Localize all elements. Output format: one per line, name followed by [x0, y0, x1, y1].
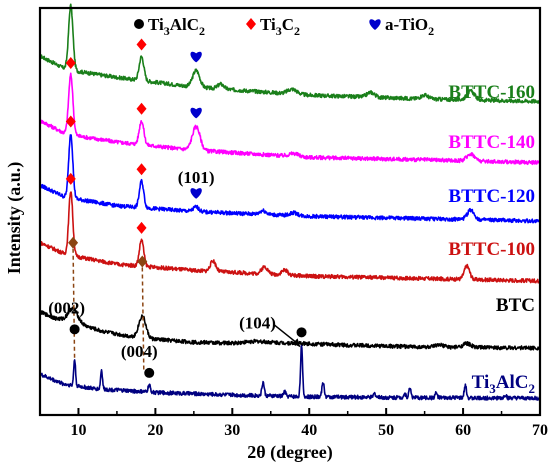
diamond-marker [65, 172, 76, 185]
dashed-guide-line [72, 248, 76, 359]
diamond-marker [136, 221, 147, 234]
diamond-marker [65, 57, 76, 70]
diamond-marker [68, 236, 79, 249]
series-label: BTTC-160 [448, 82, 535, 103]
annotation-layer: (002) (004) (104) (101) [48, 168, 301, 361]
axes: 10 20 30 40 50 60 70 [38, 6, 548, 439]
hkl-annotation: (004) [121, 342, 158, 361]
heart-marker [369, 19, 381, 30]
arrow-head [292, 338, 301, 348]
x-tick-label: 40 [301, 422, 317, 439]
series-label-layer: BTTC-160 BTTC-140 BTTC-120 BTTC-100 BTC Ti3Al… [448, 82, 535, 396]
marker-layer [65, 38, 307, 378]
series-label: Ti3AlC2 [472, 372, 535, 396]
circle-marker [144, 367, 155, 378]
x-tick-label: 30 [224, 422, 240, 439]
x-tick-label: 20 [147, 422, 163, 439]
series-line-bttc-100 [39, 191, 541, 284]
series-line-bttc-120 [39, 134, 541, 224]
x-tick-label: 50 [378, 422, 394, 439]
legend-label: a-TiO2 [385, 15, 434, 38]
hkl-annotation: (101) [178, 168, 215, 187]
series-line-bttc-140 [39, 72, 541, 166]
x-axis-title: 2θ (degree) [247, 442, 333, 463]
series-layer [39, 3, 541, 401]
x-tick-label: 10 [70, 422, 86, 439]
diamond-marker [137, 255, 148, 268]
x-tick-label: 70 [532, 422, 548, 439]
diamond-marker [65, 115, 76, 128]
circle-marker [134, 19, 144, 29]
hkl-annotation: (104) [239, 313, 276, 332]
series-label: BTTC-140 [448, 132, 535, 153]
heart-marker [190, 51, 202, 63]
series-label: BTTC-100 [448, 239, 535, 260]
legend: Ti3AlC2 Ti3C2 a-TiO2 [134, 15, 434, 38]
series-line-btc [39, 306, 541, 351]
diamond-marker [246, 18, 256, 30]
circle-marker [69, 324, 80, 335]
series-label: BTTC-120 [448, 186, 535, 207]
series-line-bttc-160 [39, 3, 541, 104]
series-line-ti3alc2 [39, 344, 541, 401]
circle-marker [296, 327, 307, 338]
dashed-guide-line [141, 267, 145, 372]
plot-frame [38, 6, 542, 417]
y-axis-title: Intensity (a.u.) [4, 162, 25, 275]
series-label: BTC [496, 295, 535, 316]
diamond-marker [136, 163, 147, 176]
legend-label: Ti3AlC2 [148, 15, 205, 38]
heart-marker [190, 107, 202, 119]
diamond-marker [136, 102, 147, 115]
heart-marker [190, 188, 202, 199]
x-tick-label: 60 [455, 422, 471, 439]
annotation-arrow [273, 323, 300, 345]
hkl-annotation: (002) [48, 298, 85, 317]
diamond-marker [136, 38, 147, 51]
legend-label: Ti3C2 [260, 15, 300, 38]
